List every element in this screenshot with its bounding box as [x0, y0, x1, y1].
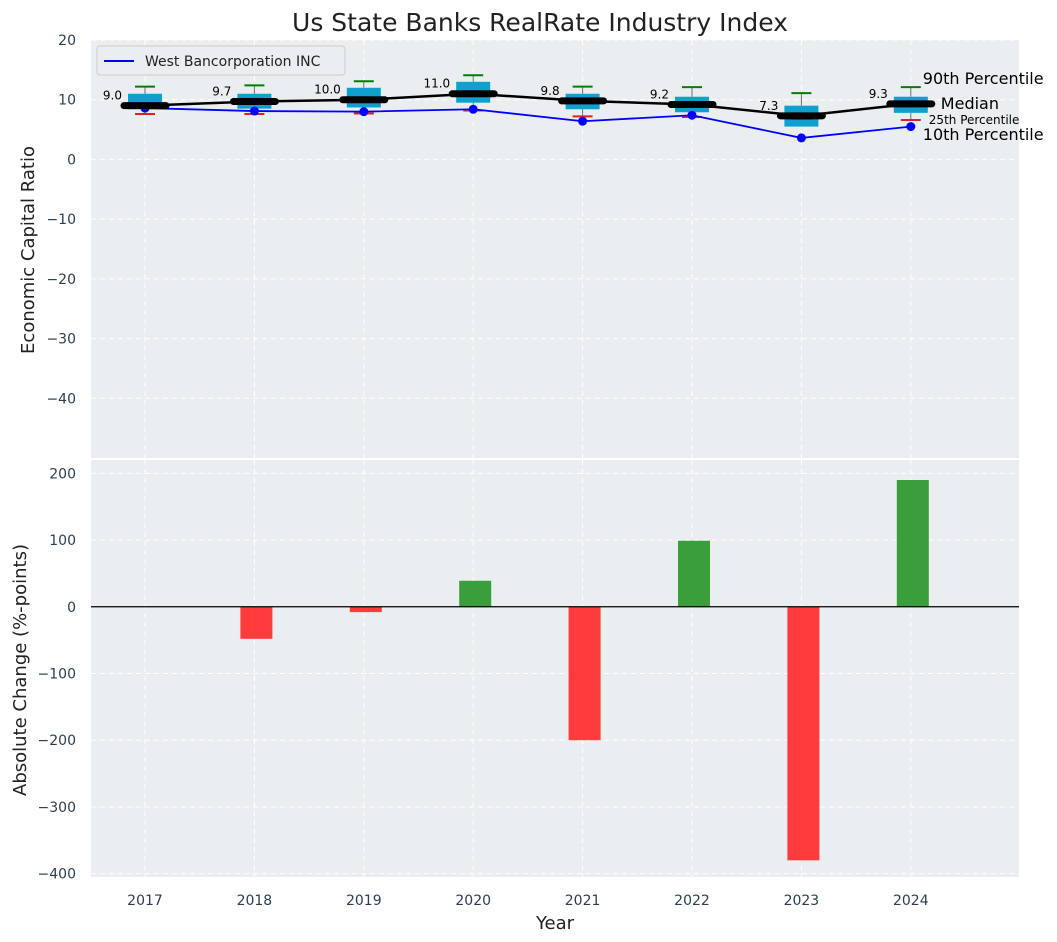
- top-y-tick-label: 10: [58, 93, 76, 109]
- change-bar: [896, 480, 929, 607]
- change-bar: [568, 606, 601, 741]
- bottom-y-tick-label: 200: [49, 466, 76, 482]
- median-value-label: 10.0: [314, 83, 341, 97]
- top-y-tick-label: 20: [58, 33, 76, 49]
- top-y-tick-label: −20: [46, 272, 76, 288]
- top-y-axis-label: Economic Capital Ratio: [18, 146, 39, 354]
- x-tick-label: 2022: [674, 893, 710, 909]
- company-point: [906, 122, 916, 132]
- x-tick-label: 2020: [455, 893, 491, 909]
- median-value-label: 9.3: [869, 87, 888, 101]
- legend: West Bancorporation INC: [96, 45, 346, 76]
- x-tick-label: 2021: [565, 893, 601, 909]
- p10-label: 10th Percentile: [923, 125, 1044, 144]
- company-point: [359, 107, 369, 117]
- bottom-panel: 200 100 0 −100 −200 −300 −400 2017 2018 2019 2020 2…: [38, 460, 1019, 909]
- median-value-label: 7.3: [759, 99, 778, 113]
- bottom-y-tick-label: −300: [38, 800, 76, 816]
- median-value-label: 9.7: [212, 85, 231, 99]
- bottom-y-tick-label: −200: [38, 733, 76, 749]
- median-value-label: 11.0: [423, 77, 450, 91]
- p90-label: 90th Percentile: [923, 69, 1044, 88]
- x-tick-label: 2024: [893, 893, 929, 909]
- median-value-label: 9.2: [650, 87, 669, 101]
- bottom-y-tick-label: 100: [49, 533, 76, 549]
- change-bar: [349, 606, 382, 613]
- top-y-tick-label: −30: [46, 332, 76, 348]
- change-bar: [459, 580, 492, 607]
- bottom-y-tick-label: −100: [38, 667, 76, 683]
- p25-label: 25th Percentile: [929, 113, 1020, 127]
- change-bar: [787, 606, 820, 861]
- company-point: [578, 116, 588, 126]
- company-series-line: [144, 107, 911, 139]
- bottom-y-tick-label: 0: [67, 600, 76, 616]
- legend-label: West Bancorporation INC: [145, 54, 321, 70]
- bottom-plot-background: [91, 460, 1019, 877]
- top-y-tick-label: −10: [46, 212, 76, 228]
- x-tick-label: 2017: [127, 893, 163, 909]
- company-point: [796, 133, 806, 143]
- company-point: [249, 106, 259, 116]
- bottom-y-tick-label: −400: [38, 867, 76, 883]
- company-point: [687, 110, 697, 120]
- median-label: Median: [941, 94, 999, 113]
- company-point: [468, 104, 478, 114]
- x-tick-label: 2018: [237, 893, 273, 909]
- top-panel: 20 10 0 −10 −20 −30 −40 9.0 9.7 10.0 11.0 9.8 9.2 7.3…: [46, 33, 1044, 458]
- change-bar: [240, 606, 273, 639]
- median-value-label: 9.0: [103, 89, 122, 103]
- top-y-tick-label: −40: [46, 391, 76, 407]
- bottom-y-axis-label: Absolute Change (%-points): [10, 544, 31, 796]
- chart-title: Us State Banks RealRate Industry Index: [292, 8, 788, 37]
- median-value-label: 9.8: [541, 84, 560, 98]
- legend-box: [96, 45, 346, 76]
- top-y-tick-label: 0: [67, 152, 76, 168]
- x-tick-label: 2019: [346, 893, 382, 909]
- change-bar: [678, 540, 710, 607]
- x-axis-label: Year: [535, 913, 575, 934]
- x-tick-label: 2023: [784, 893, 820, 909]
